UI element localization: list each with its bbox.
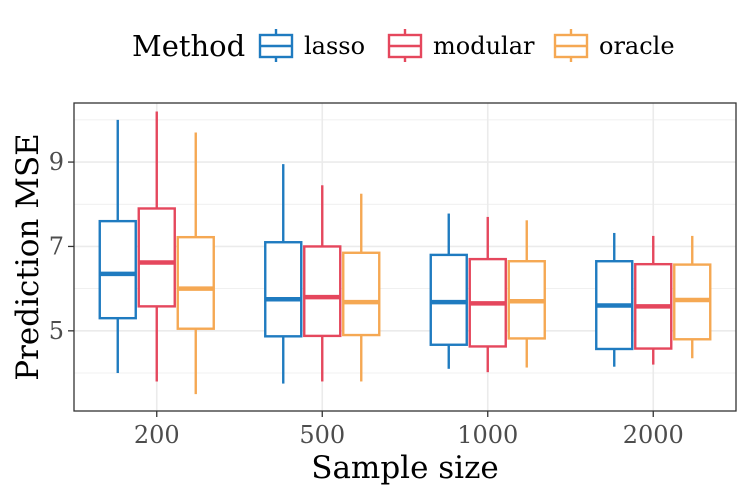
x-tick-label: 2000 [623,421,684,449]
box-oracle-1000 [507,220,546,368]
box-lasso-500 [264,164,303,384]
legend-item-modular: modular [387,29,535,62]
legend-title: Method [132,29,245,63]
legend-item-lasso: lasso [258,29,365,62]
legend-item-oracle: oracle [553,29,675,62]
box-oracle-500 [342,193,381,382]
box-lasso-200 [98,119,137,374]
iqr-box [429,253,468,346]
legend: Method lasso modular oracle [132,29,675,63]
box-modular-200 [137,111,176,382]
box-oracle-2000 [673,235,712,359]
y-tick-label: 5 [49,317,64,345]
x-axis-label: Sample size [311,450,499,486]
box-lasso-2000 [595,232,634,367]
x-tick-label: 500 [299,421,345,449]
x-axis: 200 500 1000 2000 [134,411,684,449]
y-tick-label: 9 [49,148,64,176]
box-modular-2000 [634,235,673,365]
iqr-box [98,219,137,320]
box-lasso-1000 [429,213,468,369]
box-oracle-200 [176,132,215,395]
x-tick-label: 200 [134,421,180,449]
y-tick-label: 7 [49,232,64,260]
legend-label: lasso [304,32,365,60]
iqr-box [176,235,215,330]
plot-panel-border [73,102,737,412]
iqr-box [303,245,342,338]
legend-label: oracle [599,32,675,60]
box-modular-1000 [468,216,507,373]
x-tick-label: 1000 [457,421,518,449]
iqr-box [137,207,176,308]
legend-label: modular [433,32,535,60]
y-axis: 5 7 9 [49,148,74,345]
y-axis-label: Prediction MSE [10,133,46,381]
iqr-box [264,241,303,338]
box-series [98,111,712,395]
iqr-box [342,251,381,337]
box-modular-500 [303,185,342,382]
